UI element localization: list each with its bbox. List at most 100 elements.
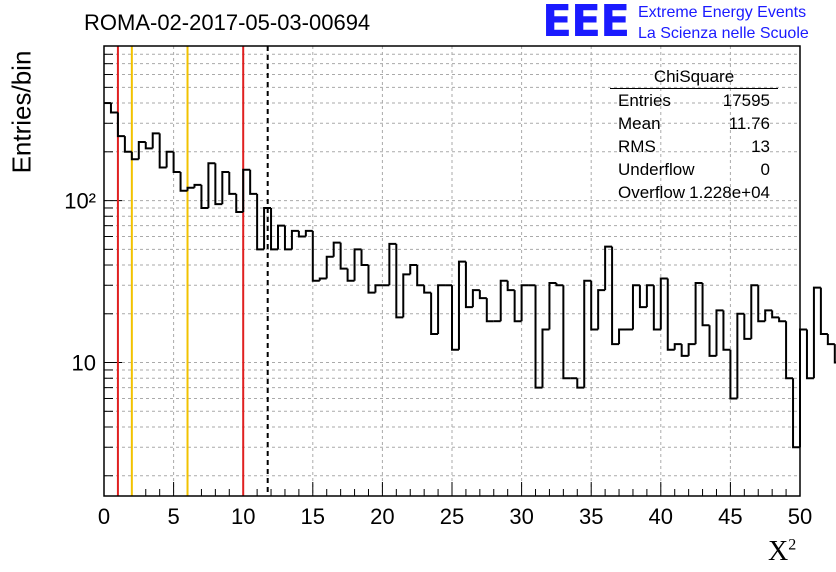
x-tick-label: 45 <box>718 504 742 529</box>
histogram-bin <box>186 186 195 191</box>
histogram-bin <box>214 163 223 206</box>
stats-box-title: ChiSquare <box>610 66 778 89</box>
x-tick-label: 5 <box>167 504 179 529</box>
histogram-bin <box>812 286 821 379</box>
eee-logo-mark: EEE <box>542 0 630 47</box>
histogram-bin <box>701 282 710 327</box>
histogram-bin <box>548 281 557 330</box>
stats-row-mean: Mean 11.76 <box>610 112 778 135</box>
reference-lines <box>116 46 269 496</box>
histogram-bin <box>785 321 794 380</box>
histogram-bin <box>283 225 292 251</box>
histogram-bin <box>374 284 383 293</box>
histogram-bin <box>249 169 258 195</box>
histogram-bin <box>826 334 835 346</box>
stats-row-overflow: Overflow 1.228e+04 <box>610 181 778 204</box>
histogram-bin <box>576 378 585 389</box>
stats-value: 13 <box>751 137 770 156</box>
histogram-bin <box>172 151 181 174</box>
histogram-bin <box>694 281 703 345</box>
stats-value: 11.76 <box>728 114 770 133</box>
histogram-bin <box>395 243 404 319</box>
histogram-bin <box>555 282 564 287</box>
histogram-bin <box>297 230 306 238</box>
histogram-bin <box>590 280 599 331</box>
logo-line-2: La Scienza nelle Scuole <box>638 25 809 42</box>
stats-key: Entries <box>618 91 671 110</box>
histogram-bin <box>666 278 675 351</box>
histogram-bin <box>277 224 285 250</box>
x-tick-label: 20 <box>370 504 394 529</box>
histogram-bin <box>242 168 251 212</box>
histogram-bin <box>722 310 731 351</box>
x-tick-label: 50 <box>788 504 812 529</box>
histogram-bin <box>743 313 752 340</box>
histogram-bin <box>534 285 543 389</box>
histogram-bin <box>367 265 376 294</box>
histogram-bin <box>339 242 348 270</box>
histogram-bin <box>757 285 766 323</box>
x-tick-label: 10 <box>231 504 255 529</box>
histogram-bin <box>736 312 745 399</box>
histogram-bin <box>638 285 647 309</box>
histogram-bin <box>499 279 508 322</box>
histogram-bin <box>109 103 118 114</box>
histogram-bin <box>346 268 355 282</box>
histogram-bin <box>158 133 167 169</box>
histogram-bin <box>457 260 466 350</box>
histogram-bin <box>792 378 800 449</box>
histogram-bin <box>729 349 738 400</box>
histogram-bin <box>680 344 689 357</box>
y-axis-label: Entries/bin <box>6 50 37 174</box>
histogram-bin <box>402 273 411 318</box>
histogram-bin <box>715 309 724 356</box>
x-tick-label: 30 <box>509 504 533 529</box>
x-axis-label-base: X <box>768 536 789 567</box>
tick-labels: 0 5 10 15 20 25 30 35 40 45 50 10 10² <box>64 189 812 529</box>
histogram-bin <box>235 193 244 213</box>
histogram-bin <box>778 317 787 323</box>
histogram-bin <box>290 229 299 250</box>
x-tick-label: 40 <box>649 504 673 529</box>
x-tick-label: 25 <box>440 504 464 529</box>
histogram-bin <box>513 290 522 323</box>
histogram-bin <box>325 255 334 279</box>
histogram-bin <box>597 289 606 330</box>
histogram-bin <box>207 162 216 208</box>
histogram-bin <box>416 265 425 287</box>
x-tick-label: 15 <box>301 504 325 529</box>
y-tick-label: 10 <box>72 351 96 376</box>
histogram-bin <box>805 329 814 380</box>
x-axis-label-superscript: 2 <box>788 536 797 554</box>
y-tick-label: 10² <box>64 189 96 214</box>
stats-key: RMS <box>618 137 656 156</box>
histogram-bin <box>318 277 327 281</box>
histogram-bin <box>687 343 696 356</box>
histogram-bin <box>771 310 780 319</box>
stats-key: Underflow <box>618 160 695 179</box>
histogram-bin <box>659 277 668 330</box>
stats-value: 1.228e+04 <box>689 183 770 202</box>
histogram-bin <box>193 183 202 188</box>
histogram-bin <box>353 248 362 281</box>
histogram-bin <box>388 242 397 286</box>
histogram-bin <box>799 328 807 448</box>
histogram-bin <box>652 285 661 331</box>
histogram-bin <box>228 172 237 195</box>
stats-row-rms: RMS 13 <box>610 135 778 158</box>
histogram-bin <box>833 344 836 364</box>
histogram-bin <box>750 284 759 339</box>
histogram-bin <box>708 325 717 357</box>
stats-row-entries: Entries 17595 <box>610 89 778 112</box>
plot-frame <box>103 45 801 497</box>
histogram-bin <box>221 171 230 205</box>
histogram-bin <box>464 261 473 309</box>
histogram-bin <box>520 284 529 322</box>
stats-value: 17595 <box>722 91 770 110</box>
histogram-bin <box>256 193 265 251</box>
eee-logo: EEE Extreme Energy Events La Scienza nel… <box>542 0 832 47</box>
chart-title: ROMA-02-2017-05-03-00694 <box>84 10 371 35</box>
x-axis-label: X2 <box>768 536 796 568</box>
stats-value: 0 <box>760 160 770 179</box>
